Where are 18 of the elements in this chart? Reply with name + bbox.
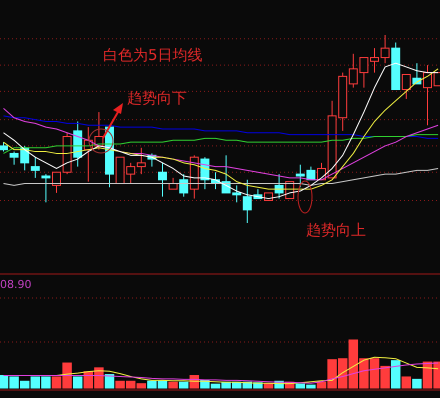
candlestick xyxy=(274,174,284,200)
candlestick xyxy=(30,156,40,178)
bar xyxy=(390,360,400,388)
annotation: 趋势向下 xyxy=(127,89,187,107)
annotation: 白色为5日均线 xyxy=(103,46,203,64)
bar xyxy=(72,376,82,388)
candlestick xyxy=(402,74,411,100)
candlestick xyxy=(0,142,8,152)
candlestick xyxy=(41,174,50,203)
bar xyxy=(178,382,188,388)
text: 08.90 xyxy=(0,278,32,291)
candlestick xyxy=(136,147,146,175)
candlestick xyxy=(179,174,188,198)
bar xyxy=(168,382,178,388)
bar xyxy=(412,378,422,388)
annotation: 趋势向上 xyxy=(306,221,366,239)
candlestick xyxy=(158,162,167,198)
bar xyxy=(402,376,412,388)
